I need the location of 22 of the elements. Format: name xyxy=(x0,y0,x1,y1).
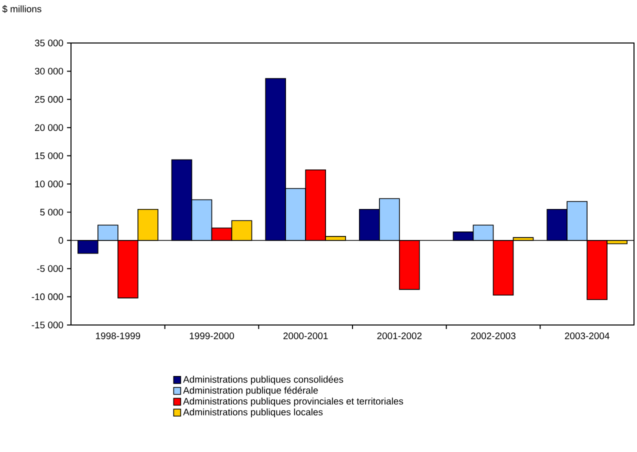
x-tick-label: 2002-2003 xyxy=(471,332,516,340)
y-tick-label: 35 000 xyxy=(34,40,64,46)
y-tick-label: 5 000 xyxy=(40,208,64,216)
y-tick-label: 0 xyxy=(58,237,64,244)
y-tick-label: -5 000 xyxy=(37,265,64,272)
y-tick-label: 20 000 xyxy=(35,124,64,131)
x-tick-label: 1999-2000 xyxy=(190,332,234,340)
legend-label: Administrations publiques locales xyxy=(183,408,323,418)
y-tick-label: 15 000 xyxy=(35,152,64,160)
x-tick-label: 1998-1999 xyxy=(96,332,140,340)
x-tick-label: 2001-2002 xyxy=(377,332,422,340)
legend-label: Administrations publiques consolidées xyxy=(183,376,344,385)
x-tick-label: 2000-2001 xyxy=(283,332,328,340)
y-axis-title: $ millions xyxy=(2,5,42,13)
y-tick-label: 30 000 xyxy=(34,68,64,75)
legend-label: Administrations publiques provinciales et territoriales xyxy=(183,398,404,406)
y-tick-label: 25 000 xyxy=(35,96,64,103)
y-tick-label: 10 000 xyxy=(35,180,64,188)
x-tick-label: 2003-2004 xyxy=(564,332,610,340)
y-tick-label: -15 000 xyxy=(32,322,64,328)
y-tick-label: -10 000 xyxy=(32,293,64,300)
legend-label: Administration publique fédérale xyxy=(183,386,318,396)
